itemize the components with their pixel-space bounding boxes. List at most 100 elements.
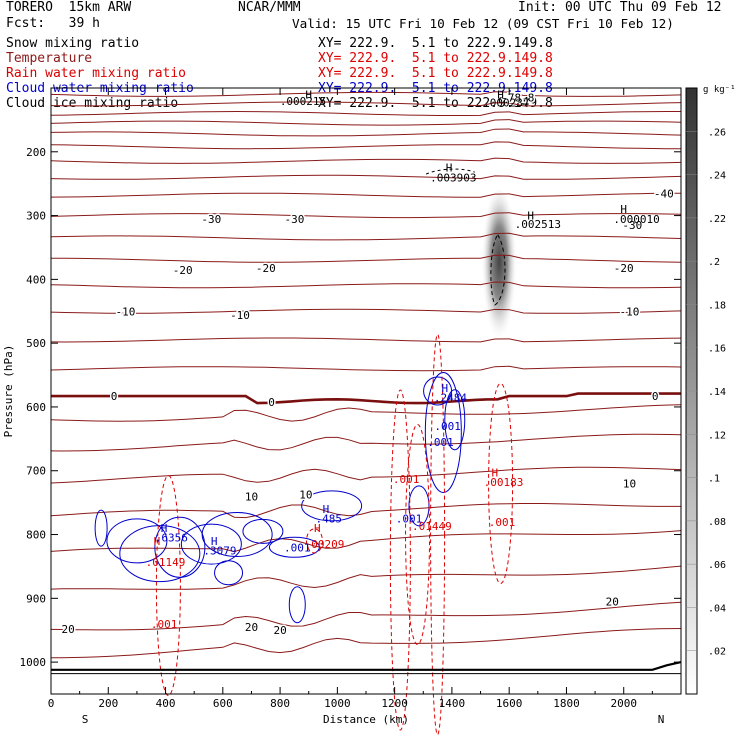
isotherm-line [50, 254, 682, 263]
legend-temperature-coords: XY= 222.9. 5.1 to 222.9.149.8 [318, 51, 553, 66]
temperature-label: -10 [620, 305, 640, 318]
terrain-line [51, 661, 682, 671]
colorbar-tick-label: .04 [708, 603, 726, 614]
cloud-water-contour [301, 490, 363, 522]
ice-label: H [527, 210, 534, 223]
center-title: NCAR/MMM [238, 0, 301, 15]
isotherm-line [50, 601, 682, 631]
isotherm-line [50, 232, 682, 241]
rain-label: .001 [489, 516, 516, 529]
rain-contour [405, 424, 431, 646]
x-axis-title: Distance (km) [323, 713, 409, 726]
cloud-water-contour [154, 516, 206, 578]
colorbar-tick-label: .24 [708, 171, 726, 182]
top-label: H [497, 88, 504, 101]
legend-rain-coords: XY= 222.9. 5.1 to 222.9.149.8 [318, 66, 553, 81]
temperature-label: 20 [62, 623, 75, 636]
temperature-label: 10 [245, 490, 258, 503]
y-tick-label: 1000 [20, 656, 47, 669]
cloud-water-label: .2484 [434, 391, 467, 404]
temperature-label: 10 [623, 477, 636, 490]
cloud-water-label: H [323, 503, 330, 516]
x-tick-label: 1000 [324, 697, 351, 710]
rain-label: H [492, 467, 499, 480]
ice-label: H [620, 203, 627, 216]
rain-label: .00183 [484, 476, 524, 489]
legend-cloud-ice-coords: XY= 222.9. 5.1 to 222.9.149.8 [318, 96, 553, 111]
y-tick-label: 400 [26, 273, 46, 286]
x-tick-label: 200 [98, 697, 118, 710]
isotherm-line [50, 433, 682, 452]
x-tick-label: 2000 [610, 697, 637, 710]
temperature-label: -20 [256, 262, 276, 275]
cloud-water-contour [180, 523, 242, 565]
snow-contour [490, 233, 506, 306]
isotherm-line [50, 530, 682, 553]
colorbar-tick-label: .26 [708, 127, 726, 138]
isotherm-line [50, 365, 682, 372]
snow-contour-top [425, 168, 475, 175]
ice-label: .002513 [515, 218, 561, 231]
isotherm-line [50, 404, 682, 422]
x-endpoint-left: S [82, 713, 89, 726]
cloud-water-contour [201, 512, 273, 558]
colorbar-tick-label: .14 [708, 387, 726, 398]
snow-label: .003903 [430, 171, 476, 184]
y-tick-label: 900 [26, 592, 46, 605]
isotherm-line [50, 212, 682, 219]
freezing-line [51, 392, 681, 405]
cloud-water-label: .001 [396, 513, 423, 526]
cloud-water-contour [214, 560, 244, 586]
temperature-label: -20 [614, 262, 634, 275]
init-time: Init: 00 UTC Thu 09 Feb 12 [518, 0, 722, 15]
cloud-water-label: .001 [427, 436, 454, 449]
temperature-label: -40 [654, 187, 674, 200]
cloud-water-contour [408, 485, 430, 527]
isotherm-line [50, 565, 682, 590]
x-tick-label: 600 [213, 697, 233, 710]
y-tick-label: 800 [26, 529, 46, 542]
top-label: .000237 [483, 97, 529, 110]
colorbar-tick-label: .06 [708, 560, 726, 571]
isotherm-line [50, 192, 682, 198]
snow-label: H [446, 162, 453, 175]
cloud-water-contour [423, 376, 453, 406]
legend-cloud-ice-name: Cloud ice mixing ratio [6, 96, 179, 111]
legend-snow-name: Snow mixing ratio [6, 36, 140, 51]
rain-contour [389, 389, 411, 731]
rain-label: .001 [151, 618, 178, 631]
colorbar-tick-label: .08 [708, 517, 726, 528]
cloud-water-contour [424, 371, 462, 493]
legend-rain-name: Rain water mixing ratio [6, 66, 187, 81]
isotherm-line [50, 503, 681, 519]
cloud-water-contour [288, 586, 306, 624]
isotherm-line [50, 91, 682, 97]
cloud-water-contour [242, 518, 284, 544]
y-tick-label: 200 [26, 146, 46, 159]
isotherm-line [50, 308, 682, 314]
isotherm-line [50, 157, 682, 164]
cloud-water-contour [94, 509, 108, 547]
rain-label: H [154, 535, 161, 548]
rain-label: .01149 [146, 556, 186, 569]
x-tick-label: 1800 [553, 697, 580, 710]
temperature-label: -30 [201, 213, 221, 226]
snow-shading [481, 189, 518, 350]
legend-temperature-name: Temperature [6, 51, 93, 66]
colorbar-tick-label: .12 [708, 430, 726, 441]
cloud-water-contour [444, 389, 466, 451]
y-axis-title: Pressure (hPa) [2, 345, 15, 438]
isotherm-line [50, 466, 682, 484]
isotherm-line [50, 110, 681, 116]
temperature-label: 0 [652, 390, 659, 403]
temperature-label: 20 [245, 621, 258, 634]
cloud-water-contour [106, 518, 168, 564]
colorbar-tick-label: .18 [708, 300, 726, 311]
colorbar-tick-label: .16 [708, 344, 726, 355]
isotherm-line [50, 128, 682, 137]
rain-contour [305, 528, 323, 554]
cloud-water-contour [119, 525, 201, 583]
temperature-label: 0 [111, 390, 118, 403]
isotherm-line [50, 281, 682, 289]
